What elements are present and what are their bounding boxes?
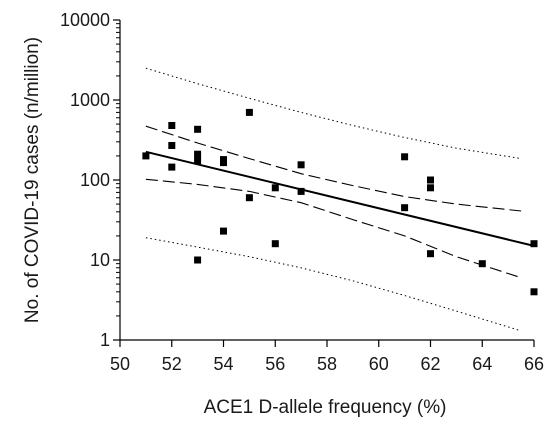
x-tick-label: 58: [317, 354, 337, 374]
x-tick-label: 52: [162, 354, 182, 374]
x-tick-label: 54: [213, 354, 233, 374]
data-point: [271, 240, 279, 248]
data-point: [220, 159, 227, 167]
prediction-interval-lines: [145, 67, 522, 332]
data-point: [142, 152, 150, 160]
data-point: [478, 260, 486, 268]
y-axis-ticks: 1 10 100 1000 10000: [60, 10, 120, 350]
data-point: [271, 184, 279, 192]
data-point: [194, 157, 202, 165]
data-point: [427, 250, 434, 258]
confidence-upper-line: [145, 125, 522, 212]
data-point: [194, 256, 202, 264]
x-axis-ticks: 50 52 54 56 58 60 62 64 66: [110, 340, 544, 374]
y-axis-title: No. of COVID-19 cases (n/million): [22, 37, 43, 323]
data-point: [168, 142, 176, 149]
data-point: [245, 108, 253, 116]
data-point: [530, 240, 538, 248]
x-tick-label: 62: [420, 354, 440, 374]
data-point: [297, 161, 305, 169]
y-tick-label: 10: [90, 250, 110, 270]
data-point: [168, 163, 176, 171]
x-tick-label: 60: [369, 354, 389, 374]
data-point: [427, 184, 434, 192]
x-tick-label: 56: [265, 354, 285, 374]
x-tick-label: 50: [110, 354, 130, 374]
data-point: [168, 122, 176, 129]
x-tick-label: 66: [524, 354, 544, 374]
data-points: [142, 108, 538, 296]
x-tick-label: 64: [472, 354, 492, 374]
data-point: [401, 153, 409, 161]
x-axis-title: ACE1 D-allele frequency (%): [204, 397, 447, 418]
regression-line: [145, 150, 535, 247]
y-tick-label: 1000: [70, 90, 110, 110]
data-point: [401, 204, 409, 212]
confidence-lower-line: [145, 178, 522, 279]
confidence-interval-lines: [145, 125, 522, 279]
y-tick-label: 100: [80, 170, 110, 190]
prediction-upper-line: [145, 67, 522, 160]
y-tick-label: 1: [100, 330, 110, 350]
regression-line-group: [145, 150, 535, 247]
data-point: [530, 288, 538, 296]
data-point: [194, 150, 202, 158]
data-point: [194, 125, 202, 133]
data-point: [220, 227, 227, 235]
data-point: [297, 187, 305, 195]
y-tick-label: 10000: [60, 10, 110, 30]
data-point: [245, 194, 253, 202]
data-point: [427, 176, 434, 184]
prediction-lower-line: [145, 237, 522, 332]
